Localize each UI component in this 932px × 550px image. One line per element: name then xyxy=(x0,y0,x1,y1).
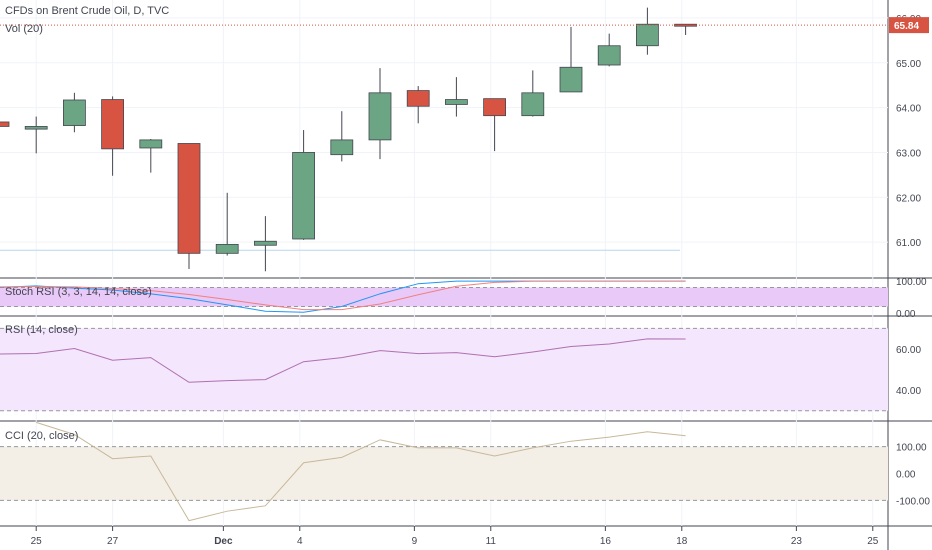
candle-body xyxy=(253,240,277,246)
rsi-tick-label: 60.00 xyxy=(896,345,921,356)
price-tick-label: 62.00 xyxy=(896,193,921,204)
rsi-band xyxy=(0,328,888,411)
candle-body xyxy=(63,99,86,126)
rsi-label: RSI (14, close) xyxy=(5,324,78,336)
candle-body xyxy=(177,143,201,254)
candle-body xyxy=(636,23,659,47)
candle-body xyxy=(444,99,468,105)
volume-label: Vol (20) xyxy=(5,23,43,35)
candle-body xyxy=(521,92,545,117)
x-tick-label: 16 xyxy=(600,536,612,547)
rsi-tick-label: 40.00 xyxy=(896,386,921,397)
x-tick-label: 9 xyxy=(412,536,418,547)
x-tick-label: 23 xyxy=(791,536,803,547)
candle-body xyxy=(139,139,163,149)
price-tag-box xyxy=(889,17,929,34)
candle-body xyxy=(330,139,354,156)
candle-body xyxy=(597,45,621,66)
price-tick-label: 63.00 xyxy=(896,148,921,159)
candle-body xyxy=(559,66,583,93)
stoch-d-line xyxy=(0,280,686,311)
candle-body xyxy=(368,92,392,141)
candle-body xyxy=(292,152,316,240)
price-tick-label: 61.00 xyxy=(896,238,921,249)
x-tick-label: 11 xyxy=(486,536,497,547)
candle-body xyxy=(101,99,124,150)
stoch-band xyxy=(0,287,888,307)
x-tick-label: 27 xyxy=(107,536,119,547)
candle-body xyxy=(24,126,48,130)
cci-label: CCI (20, close) xyxy=(5,430,79,442)
rsi-line xyxy=(0,338,686,383)
price-tick-label: 64.00 xyxy=(896,104,921,115)
stoch-tick-label: 100.00 xyxy=(896,277,927,288)
candle-body xyxy=(406,90,430,107)
x-tick-label: 4 xyxy=(297,536,303,547)
x-tick-label: Dec xyxy=(214,536,233,547)
candle-body xyxy=(215,243,239,254)
stoch-tick-label: 0.00 xyxy=(896,309,916,320)
cci-tick-label: 0.00 xyxy=(896,470,916,481)
cci-line xyxy=(36,421,686,522)
cci-tick-label: 100.00 xyxy=(896,443,927,454)
cci-band xyxy=(0,446,888,501)
candle-body xyxy=(0,121,10,127)
x-tick-label: 25 xyxy=(31,536,43,547)
price-tag-label: 65.84 xyxy=(894,21,919,32)
price-tick-label: 65.00 xyxy=(896,59,921,70)
stoch-rsi-label: Stoch RSI (3, 3, 14, 14, close) xyxy=(5,286,152,298)
cci-tick-label: -100.00 xyxy=(896,496,930,507)
x-tick-label: 25 xyxy=(867,536,879,547)
chart-title: CFDs on Brent Crude Oil, D, TVC xyxy=(5,5,170,17)
candle-body xyxy=(483,98,507,117)
x-tick-label: 18 xyxy=(676,536,688,547)
